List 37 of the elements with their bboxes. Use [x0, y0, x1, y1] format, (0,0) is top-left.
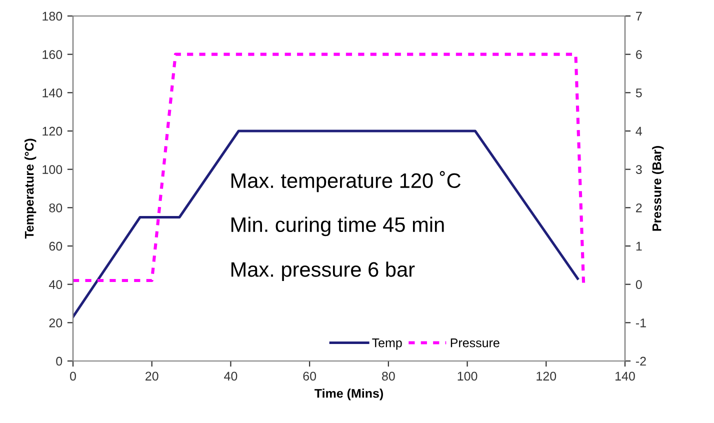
- x-tick-label: 0: [70, 372, 76, 381]
- x-tick-label: 20: [146, 372, 158, 381]
- x-tick-label: 140: [616, 372, 635, 381]
- y-tick-label: 160: [42, 50, 62, 59]
- y2-tick-label: 0: [636, 280, 642, 289]
- y2-tick-label: -1: [636, 318, 646, 328]
- line-series: [73, 130, 579, 318]
- y-tick-label: 0: [56, 356, 62, 366]
- y2-axis-title: Pressure (Bar): [652, 146, 664, 231]
- annotation: Min. curing time 45 min: [231, 216, 444, 236]
- x-axis-title: Time (Mins): [314, 388, 383, 400]
- y2-tick-label: 3: [636, 165, 642, 174]
- y2-tick-label: 7: [636, 12, 642, 21]
- x-tick-label: 60: [303, 372, 316, 381]
- annotation: Max. pressure 6 bar: [231, 262, 415, 282]
- y-axis-title: Temperature (°C): [24, 138, 36, 239]
- y2-tick-label: 6: [636, 50, 642, 59]
- y-tick-label: 60: [49, 242, 62, 251]
- y-tick-label: 100: [42, 165, 62, 174]
- y2-tick-label: 5: [636, 88, 642, 98]
- y2-tick-label: 4: [636, 126, 642, 136]
- legend-label: Pressure: [450, 338, 500, 348]
- y-tick-label: 140: [42, 88, 62, 98]
- annotation: Max. temperature 120 ˚C: [231, 171, 461, 192]
- legend-label: Temp: [372, 338, 402, 350]
- y-tick-label: 180: [42, 12, 62, 21]
- y2-tick-label: 1: [636, 242, 642, 251]
- x-tick-label: 100: [458, 372, 478, 381]
- y-tick-label: 120: [42, 126, 62, 136]
- y-tick-label: 40: [48, 280, 62, 289]
- x-tick-label: 80: [382, 372, 395, 381]
- y-tick-label: 20: [49, 318, 62, 328]
- y2-tick-label: 2: [636, 203, 642, 212]
- x-tick-label: 120: [536, 372, 556, 381]
- x-tick-label: 40: [224, 372, 238, 381]
- y-tick-label: 80: [49, 203, 62, 212]
- y2-tick-label: -2: [636, 356, 646, 366]
